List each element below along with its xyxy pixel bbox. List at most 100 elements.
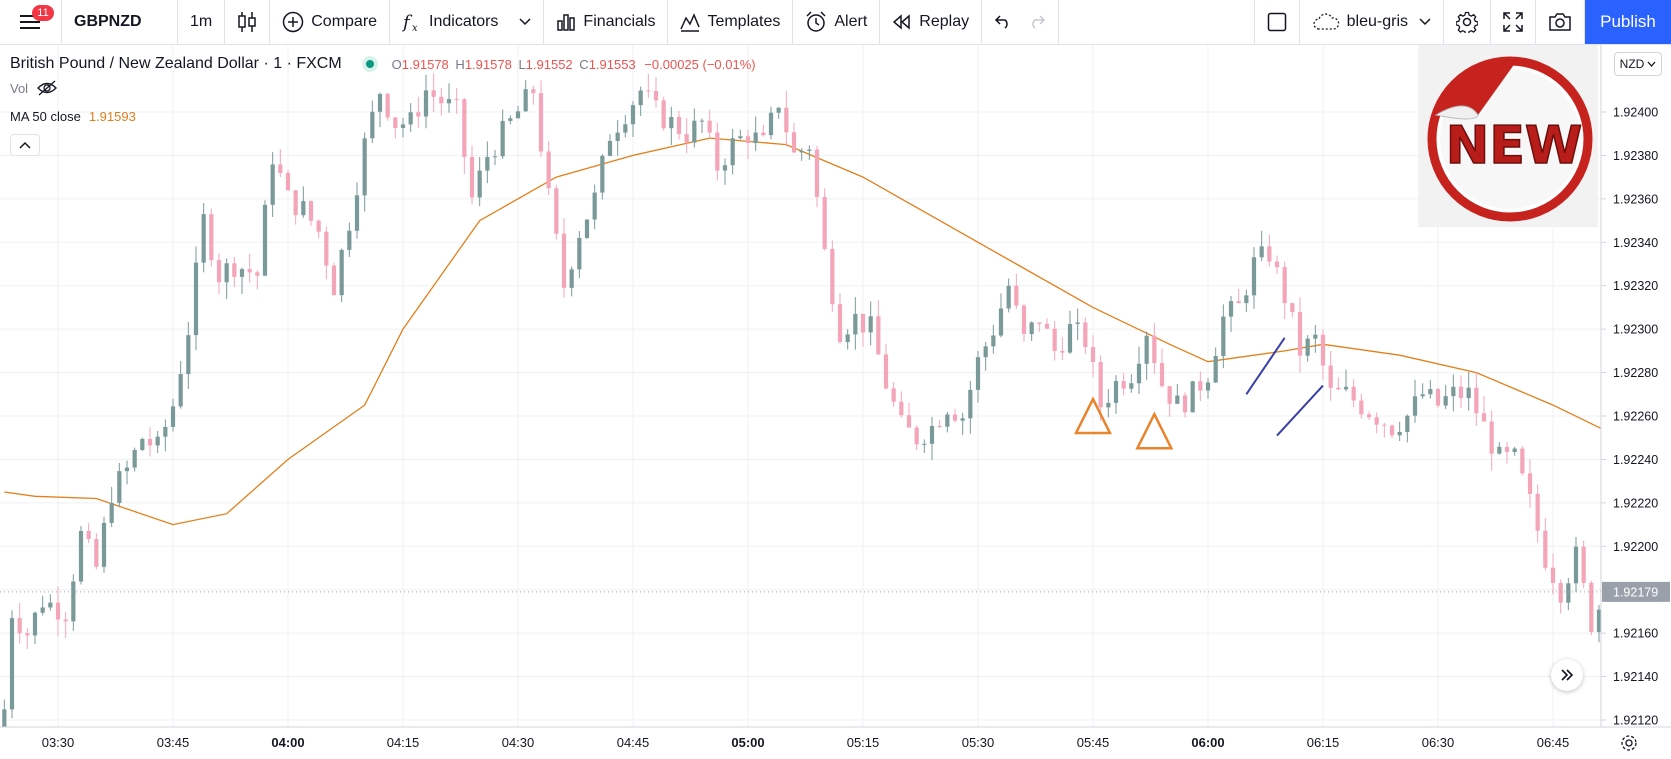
currency-select[interactable]: NZD [1614, 52, 1662, 76]
candle-body [523, 89, 528, 112]
candle-body [1596, 609, 1602, 633]
menu-button[interactable]: 11 [0, 0, 62, 44]
candle-body [209, 214, 214, 261]
alert-button[interactable]: Alert [793, 0, 881, 44]
candle-body [1090, 347, 1096, 362]
indicators-button[interactable]: f x Indicators [390, 0, 545, 44]
financials-button[interactable]: Financials [544, 0, 669, 44]
candle-body [462, 99, 467, 157]
candle-body [1159, 363, 1165, 387]
candle-body [9, 618, 15, 710]
volume-label: Vol [10, 80, 29, 96]
price-chart[interactable]: 1.92400 1.92380 1.92360 1.92340 1.92320 1.923… [0, 45, 1671, 759]
replay-button[interactable]: Replay [880, 0, 983, 44]
square-icon [1267, 12, 1286, 32]
ma-legend: MA 50 close 1.91593 [10, 109, 136, 124]
chevron-down-icon [1647, 61, 1656, 67]
candle-body [186, 335, 191, 375]
candle-body [607, 140, 613, 156]
candle-body [784, 107, 789, 133]
undo-icon[interactable] [994, 15, 1012, 29]
sticker-text: NEW [1446, 116, 1582, 176]
axis-settings-gear-icon[interactable] [1621, 735, 1637, 751]
candle-body [1466, 387, 1471, 399]
eye-hidden-icon[interactable] [36, 80, 58, 96]
market-open-icon [361, 56, 378, 72]
snapshot-button[interactable] [1536, 0, 1585, 44]
candle-body [653, 91, 659, 101]
candle-body [937, 426, 942, 428]
redo-icon[interactable] [1028, 15, 1046, 29]
candle-body [722, 165, 728, 171]
candle-body [1167, 386, 1172, 404]
candle-body [1382, 424, 1387, 426]
candle-body [1067, 323, 1073, 353]
templates-label: Templates [707, 13, 781, 30]
candle-body [1060, 350, 1065, 353]
candle-body [469, 156, 475, 198]
settings-button[interactable] [1444, 0, 1491, 44]
gear-icon [1456, 11, 1478, 33]
saved-layout-button[interactable]: bleu-gris [1300, 0, 1444, 44]
ma-value: 1.91593 [88, 109, 136, 124]
compare-button[interactable]: Compare [270, 0, 391, 44]
publish-button[interactable]: Publish [1585, 0, 1671, 44]
candle-body [1029, 322, 1034, 335]
candle-body [147, 439, 153, 446]
chart-type-button[interactable] [225, 0, 271, 44]
candle-body [561, 233, 567, 288]
hamburger-icon [19, 15, 40, 29]
scroll-to-realtime-button[interactable] [1551, 659, 1583, 691]
candle-body [1535, 493, 1540, 531]
candle-body [707, 120, 712, 133]
candle-body [776, 107, 781, 113]
time-tick-label: 05:30 [962, 735, 995, 750]
price-tick-label: 1.92200 [1613, 540, 1658, 554]
candle-body [1251, 257, 1257, 296]
candle-body [692, 120, 697, 143]
volume-legend: Vol [10, 80, 58, 96]
candle-body [117, 471, 122, 503]
interval-button[interactable]: 1m [178, 0, 226, 44]
price-tick-label: 1.92240 [1613, 453, 1658, 467]
symbol-search-button[interactable]: GBPNZD [62, 0, 178, 44]
candle-body [1075, 322, 1080, 324]
symbol-title[interactable]: British Pound / New Zealand Dollar · 1 ·… [10, 55, 342, 72]
candle-body [193, 262, 199, 336]
templates-button[interactable]: Templates [668, 0, 794, 44]
interval-label: 1m [190, 13, 213, 30]
fullscreen-button[interactable] [1491, 0, 1536, 44]
candle-body [316, 220, 321, 232]
toolbar-spacer [1059, 0, 1254, 44]
layout-select-button[interactable] [1253, 0, 1300, 44]
plus-circle-icon [282, 11, 304, 33]
time-tick-label: 03:30 [42, 735, 75, 750]
candle-body [1428, 389, 1433, 395]
candle-body [377, 93, 383, 112]
candle-body [952, 414, 958, 421]
candle-body [515, 111, 521, 119]
candle-body [400, 124, 406, 128]
candle-body [477, 170, 482, 198]
candle-body [94, 539, 99, 567]
currency-label: NZD [1619, 57, 1645, 71]
publish-label: Publish [1600, 12, 1656, 31]
candle-body [998, 308, 1004, 336]
candle-body [538, 93, 544, 152]
candle-body [170, 406, 176, 427]
candle-body [876, 316, 881, 355]
candle-body [1474, 387, 1479, 414]
chart-area[interactable]: 1.92400 1.92380 1.92360 1.92340 1.92320 1.923… [0, 45, 1671, 759]
undo-redo-group [982, 0, 1060, 44]
candle-body [1351, 386, 1356, 401]
collapse-legend-button[interactable] [10, 134, 40, 156]
candle-body [1136, 363, 1142, 384]
candle-body [1566, 583, 1571, 603]
candle-body [1320, 334, 1326, 366]
compare-label: Compare [311, 13, 378, 30]
indicators-label: Indicators [429, 13, 499, 30]
candle-body [1198, 381, 1203, 391]
time-tick-label: 05:45 [1077, 735, 1110, 750]
candle-body [1336, 387, 1341, 390]
candle-body [1573, 546, 1579, 584]
